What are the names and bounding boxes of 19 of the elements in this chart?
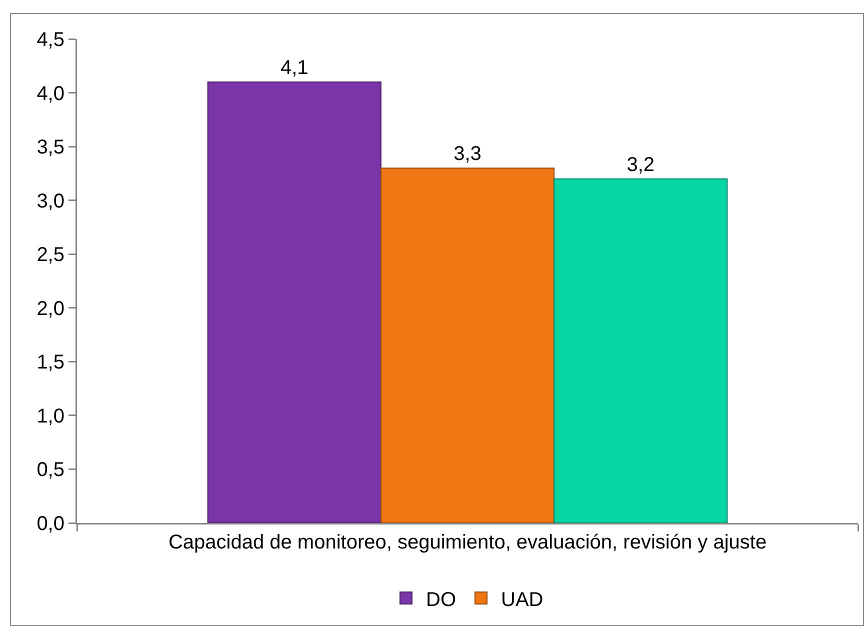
y-tick-label: 1,5	[36, 352, 64, 374]
y-tick-label: 0,5	[36, 459, 64, 482]
y-tick-label: 3,5	[36, 136, 64, 159]
y-tick-label: 4,0	[36, 82, 64, 105]
bar	[207, 82, 382, 523]
x-tick-label: Capacidad de monitoreo, seguimiento, evaluación, revisión y ajuste	[168, 532, 767, 554]
y-tick-label: 3,0	[36, 190, 64, 212]
y-tick-label: 1,0	[36, 405, 64, 428]
y-tick-label: 2,0	[36, 298, 64, 320]
y-tick-label: 2,5	[36, 244, 64, 266]
data-label: 3,2	[626, 154, 655, 176]
y-tick-label: 4,5	[36, 29, 64, 51]
y-tick-label: 0,0	[36, 513, 64, 535]
data-label: 3,3	[454, 143, 482, 166]
bar	[380, 168, 555, 523]
bar	[554, 178, 728, 523]
data-label: 4,1	[280, 57, 308, 80]
legend-label: DO	[426, 588, 456, 611]
legend-label: UAD	[501, 588, 544, 611]
